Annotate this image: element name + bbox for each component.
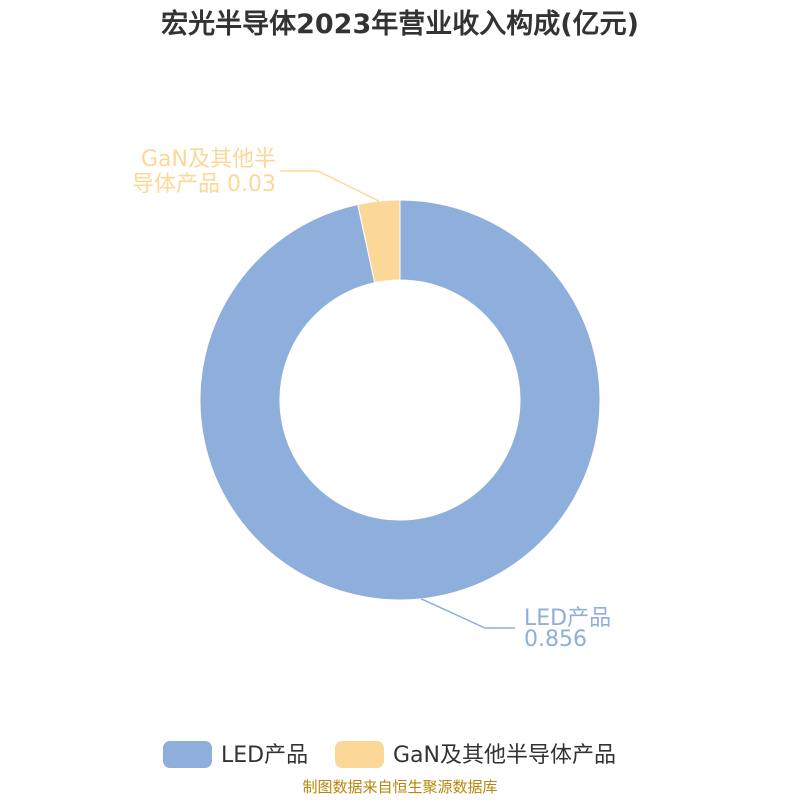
legend-label-led: LED产品: [221, 743, 308, 768]
data-source-note: 制图数据来自恒生聚源数据库: [302, 778, 497, 796]
legend-item-gan[interactable]: GaN及其他半导体产品: [335, 741, 616, 768]
legend[interactable]: LED产品 GaN及其他半导体产品: [163, 741, 616, 768]
donut-slices: [199, 199, 601, 601]
slice-label-gan-name: GaN及其他半: [141, 147, 276, 172]
legend-swatch-led: [163, 741, 212, 768]
legend-swatch-gan: [335, 741, 384, 768]
slice-label-led-value: 0.856: [524, 627, 587, 652]
leader-line-led: [420, 598, 515, 629]
slice-label-led-name: LED产品: [524, 606, 611, 631]
donut-slice-gan[interactable]: [357, 199, 401, 284]
legend-item-led[interactable]: LED产品: [163, 741, 308, 768]
donut-slice-led[interactable]: [199, 199, 601, 601]
legend-label-gan: GaN及其他半导体产品: [393, 743, 616, 768]
slice-label-gan-value: 导体产品 0.03: [132, 172, 276, 197]
chart-title: 宏光半导体2023年营业收入构成(亿元): [161, 8, 639, 40]
label-leader-lines: [280, 170, 515, 629]
leader-line-gan: [280, 170, 380, 202]
